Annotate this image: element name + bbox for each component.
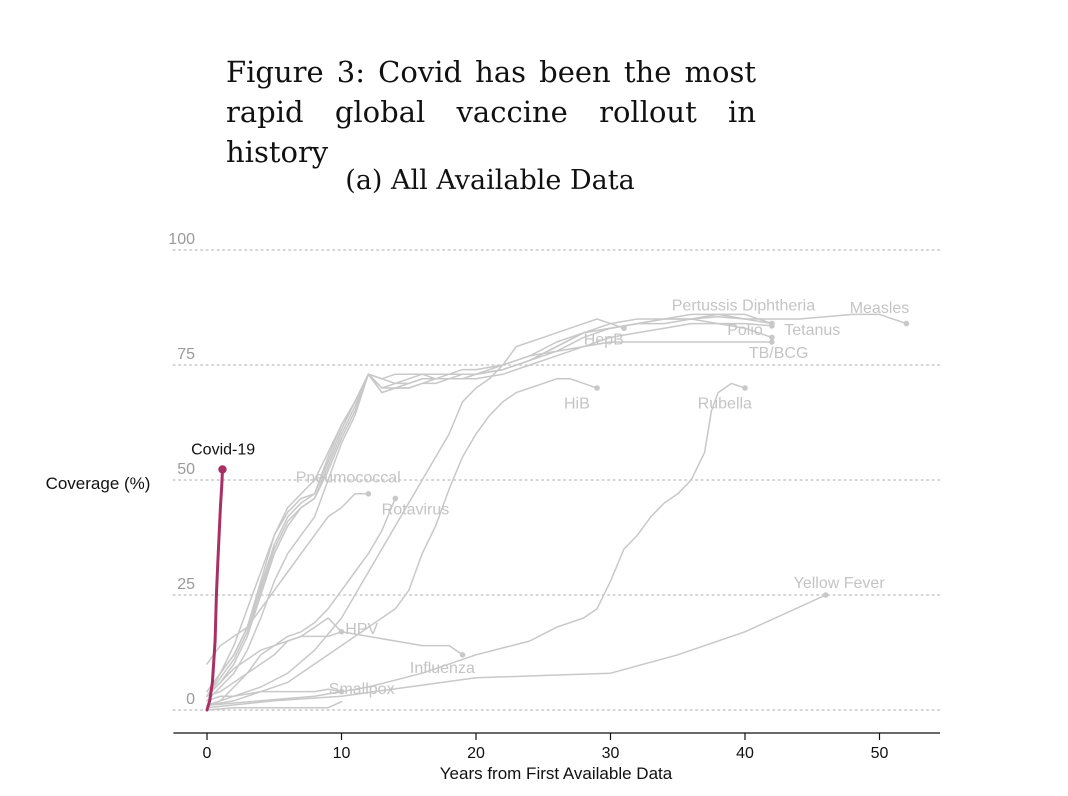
series-end-hepb [621,325,627,332]
series-end-covid-19 [218,465,227,474]
y-tick-label-25: 25 [177,576,195,593]
series-labels: Measles Pertussis Diphtheria Tetanus Polio TB… [296,298,910,698]
x-tick-label-20: 20 [467,745,485,762]
series-line-hepb [206,318,625,707]
x-tick-label-30: 30 [602,745,620,762]
series-label-pneumococcal: Pneumococcal [296,469,401,486]
x-tick-label-50: 50 [871,745,889,762]
series-label-yellow-fever: Yellow Fever [794,575,886,592]
series-label-tetanus: Tetanus [784,322,840,339]
series-line-rubella [206,382,746,707]
x-tick-label-0: 0 [203,745,212,762]
y-tick-label-0: 0 [186,691,195,708]
series-line-tb-bcg [206,341,773,693]
series-line-diphtheria [206,313,773,697]
series-label-pertussis: Pertussis [672,298,738,315]
series-line-hpv [206,617,343,697]
series-label-hib: HiB [564,396,590,413]
x-axis-title: Years from First Available Data [440,764,673,783]
series-end-smallpox [338,688,345,695]
figure-title: Figure 3: Covid has been the most rapid … [226,52,756,172]
series-end-yellow-fever [822,592,829,598]
figure-title-line-1: Figure 3: Covid has been the most [226,55,756,89]
series-label-diphtheria: Diphtheria [742,298,815,315]
series-line-polio [206,318,773,697]
x-axis: 0 10 20 30 40 50 [173,732,941,762]
series-end-rotavirus [392,495,399,502]
series-label-influenza: Influenza [410,660,475,677]
series-line-measles [206,313,908,693]
series-line-smallpox [206,688,343,702]
series-lines [206,313,910,711]
series-end-influenza [459,652,466,658]
series-end-polio [769,334,775,341]
series-label-smallpox: Smallpox [329,681,395,698]
covid-series: Covid-19 [191,442,255,712]
series-line-unlabeled-15 [206,700,343,711]
x-tick-label-40: 40 [736,745,754,762]
figure-subtitle: (a) All Available Data [345,165,635,196]
series-line-rotavirus [206,497,397,707]
series-line-hib [206,378,598,707]
series-end-tb-bcg [769,339,775,345]
series-label-measles: Measles [850,300,910,317]
series-label-polio: Polio [727,322,763,339]
series-label-tb-bcg: TB/BCG [749,345,809,362]
series-line-influenza [206,631,464,697]
series-label-covid-19: Covid-19 [191,442,255,459]
x-tick-label-10: 10 [333,745,351,762]
series-label-rubella: Rubella [698,396,752,413]
series-line-covid-19 [205,467,224,712]
series-label-hepb: HepB [584,331,624,348]
grid-lines [172,249,941,711]
series-line-pneumococcal [206,493,370,665]
series-end-measles [903,320,910,327]
series-end-tetanus [769,323,775,329]
series-label-hpv: HPV [345,621,378,638]
y-tick-label-75: 75 [177,346,195,363]
y-tick-label-50: 50 [177,461,195,478]
series-label-rotavirus: Rotavirus [382,502,450,519]
y-tick-labels: 0 25 50 75 100 [168,231,195,708]
y-tick-label-100: 100 [168,231,195,248]
figure-title-line-2: rapid global vaccine rollout in history [226,95,756,169]
series-end-rubella [742,385,748,391]
series-line-yellow-fever [206,594,827,709]
y-axis-title: Coverage (%) [46,474,151,493]
series-end-pneumococcal [365,491,372,497]
series-end-hib [594,385,600,391]
